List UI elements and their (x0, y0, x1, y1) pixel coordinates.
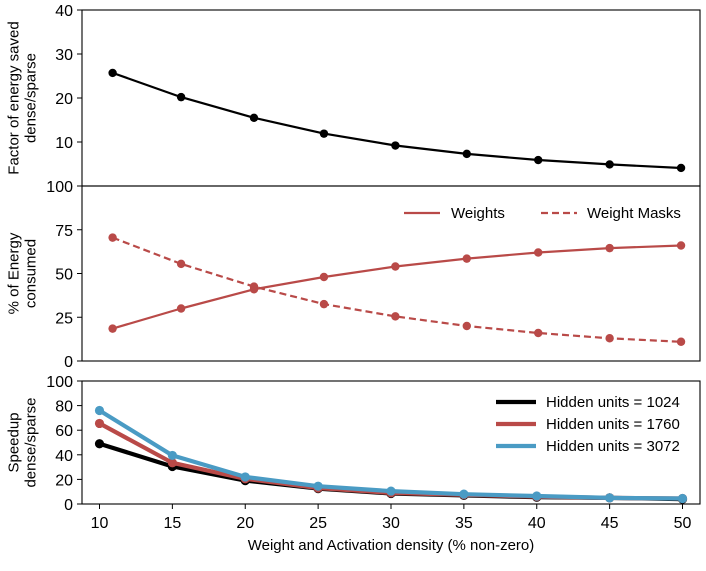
x-tick-label: 20 (236, 515, 254, 532)
data-point (462, 254, 471, 263)
data-point (534, 328, 543, 338)
data-point (605, 334, 614, 343)
x-tick-label: 40 (528, 515, 546, 532)
series-line (112, 236, 682, 343)
data-point (176, 92, 186, 102)
legend-label: Hidden units = 1760 (546, 416, 680, 433)
panel-3: 0 20 40 60 80 100 10 15 20 25 30 35 40 45 50 Speedupden… (6, 374, 701, 554)
data-point (391, 312, 400, 321)
x-tick-label: 35 (455, 515, 473, 532)
y-axis-label-line: Factor of energy saved (6, 21, 23, 174)
data-point (605, 493, 615, 503)
x-tick-label: 45 (601, 515, 619, 532)
y-tick-label: 40 (55, 3, 73, 20)
data-point (94, 439, 105, 449)
y-axis-label: Speedupdense/sparse (6, 397, 40, 487)
y-tick-label: 75 (55, 223, 73, 240)
data-point (386, 486, 396, 496)
y-tick-label: 0 (64, 354, 73, 371)
y-tick-label: 50 (55, 267, 73, 284)
x-axis-label: Weight and Activation density (% non-zer… (248, 537, 535, 554)
y-tick-label: 20 (55, 472, 73, 489)
plot-frame (81, 9, 701, 187)
data-point (534, 248, 543, 257)
data-point (459, 489, 469, 499)
y-axis-label-line: consumed (23, 239, 40, 308)
y-tick-label: 80 (55, 399, 73, 416)
data-point (176, 259, 186, 269)
data-point (167, 458, 177, 468)
panel-1: 10 20 30 40 Factor of energy saveddense/spar… (6, 3, 701, 187)
data-point (676, 241, 686, 250)
data-point (240, 472, 250, 482)
data-point (605, 243, 614, 253)
data-point (462, 321, 471, 331)
legend-label: Hidden units = 3072 (546, 438, 680, 455)
data-point (462, 149, 471, 159)
data-point (677, 493, 688, 504)
x-tick-label: 50 (674, 515, 692, 532)
data-point (94, 405, 105, 416)
y-tick-label: 100 (46, 374, 73, 391)
data-point (313, 481, 323, 491)
x-tick-label: 25 (309, 515, 327, 532)
legend-label: Weight Masks (587, 205, 681, 222)
y-axis-label: % of Energyconsumed (6, 232, 40, 314)
data-point (534, 155, 543, 165)
y-axis-label-line: Speedup (6, 412, 23, 472)
x-tick-label: 10 (91, 515, 109, 532)
x-tick-label: 15 (163, 515, 181, 532)
data-point (676, 337, 686, 346)
data-point (319, 299, 329, 309)
y-axis-label-line: % of Energy (6, 232, 23, 314)
data-point (391, 262, 400, 271)
data-point (319, 129, 329, 138)
y-tick-label: 25 (55, 310, 73, 327)
data-point (249, 113, 259, 123)
legend-label: Hidden units = 1024 (546, 394, 680, 411)
data-point (176, 304, 186, 313)
data-point (532, 491, 542, 501)
series-line (112, 71, 682, 170)
y-tick-label: 0 (64, 497, 73, 514)
y-tick-label: 30 (55, 47, 73, 64)
y-tick-label: 40 (55, 448, 73, 465)
panel-2: 0 25 50 75 100 % of Energyconsumed Weights Weig… (6, 179, 701, 371)
data-point (108, 233, 117, 242)
data-point (676, 163, 686, 173)
data-point (108, 324, 117, 333)
data-point (108, 68, 117, 78)
x-tick-label: 30 (382, 515, 400, 532)
data-point (319, 272, 329, 282)
y-axis-label-line: dense/sparse (23, 53, 40, 143)
y-tick-label: 20 (55, 91, 73, 108)
legend-label: Weights (451, 205, 505, 222)
data-point (167, 450, 177, 461)
data-point (605, 160, 614, 169)
data-point (94, 418, 105, 429)
y-tick-label: 10 (55, 135, 73, 152)
y-axis-label: Factor of energy saveddense/sparse (6, 21, 40, 174)
data-point (391, 141, 400, 150)
y-tick-label: 100 (46, 179, 73, 196)
y-tick-label: 60 (55, 423, 73, 440)
data-point (249, 282, 259, 291)
y-axis-label-line: dense/sparse (23, 397, 40, 487)
